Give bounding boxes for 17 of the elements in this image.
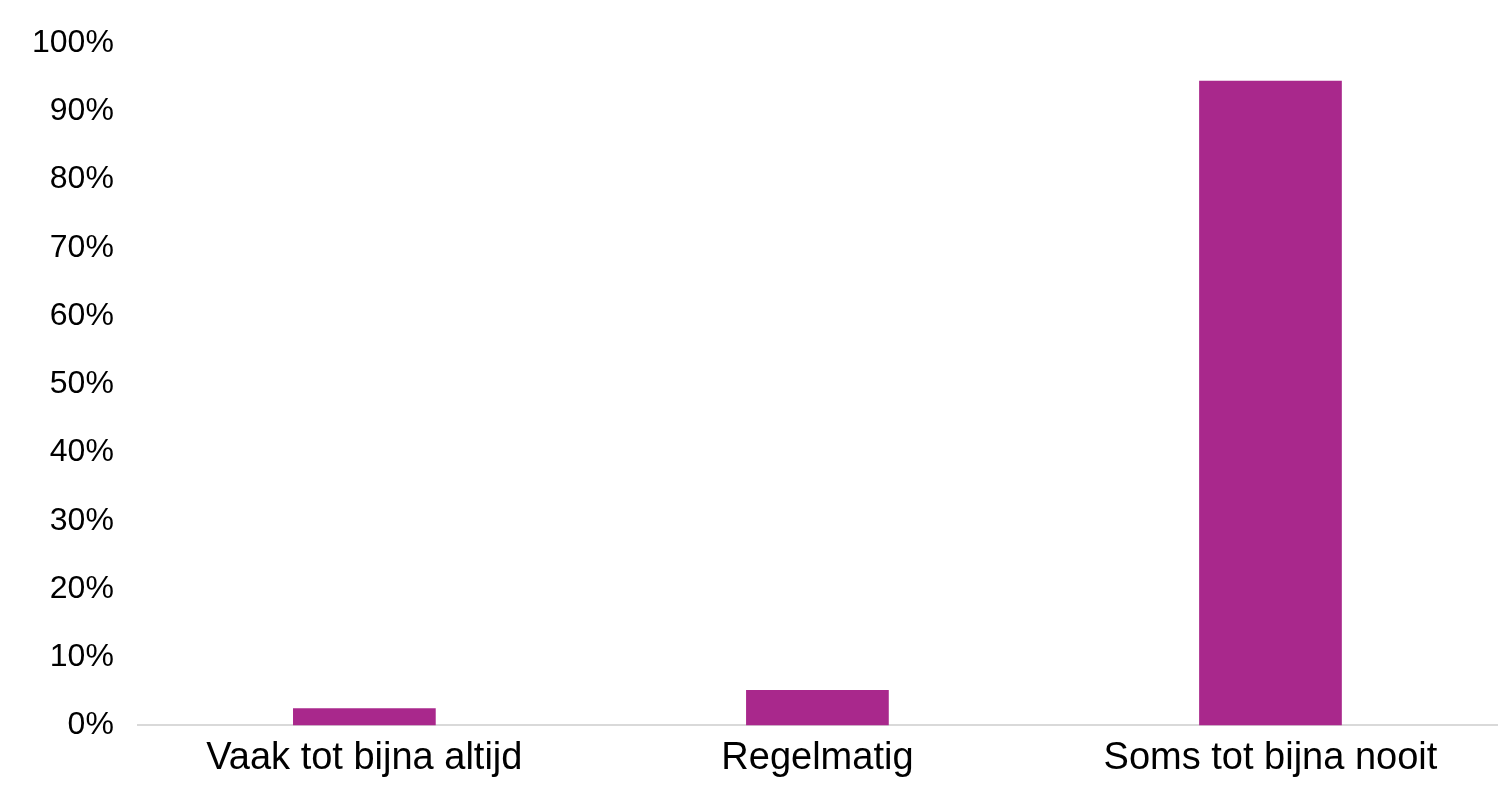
y-tick-label: 60%	[49, 295, 114, 332]
bar	[746, 689, 889, 726]
y-tick-label: 70%	[49, 227, 114, 264]
y-tick-label: 40%	[49, 432, 114, 469]
x-tick-label: Regelmatig	[721, 734, 914, 777]
y-tick-label: 30%	[49, 500, 114, 537]
y-tick-label: 10%	[49, 637, 114, 674]
x-tick-label: Vaak tot bijna altijd	[206, 734, 523, 777]
y-tick-label: 0%	[67, 705, 114, 742]
y-tick-label: 50%	[49, 364, 114, 401]
bar	[293, 708, 436, 726]
x-tick-label: Soms tot bijna nooit	[1103, 734, 1438, 777]
y-tick-label: 100%	[32, 23, 114, 60]
y-tick-label: 90%	[49, 91, 114, 128]
y-tick-label: 20%	[49, 568, 114, 605]
y-tick-label: 80%	[49, 159, 114, 196]
bar	[1199, 80, 1342, 726]
